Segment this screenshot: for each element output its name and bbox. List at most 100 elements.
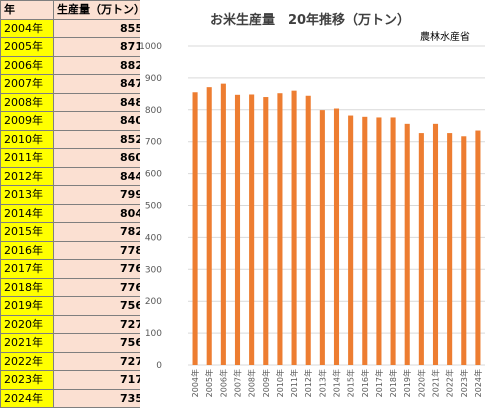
production-cell[interactable]: 727 <box>53 351 150 371</box>
bar <box>249 94 255 365</box>
production-cell[interactable]: 852 <box>53 129 150 149</box>
y-tick-label: 100 <box>145 329 162 339</box>
x-tick-label: 2008年 <box>247 369 257 397</box>
x-tick-label: 2024年 <box>473 369 483 397</box>
year-cell[interactable]: 2016年 <box>0 240 54 260</box>
production-cell[interactable]: 727 <box>53 314 150 334</box>
x-tick-label: 2006年 <box>218 369 228 397</box>
bar <box>447 133 453 365</box>
year-cell[interactable]: 2004年 <box>0 18 54 38</box>
bar <box>333 108 340 366</box>
year-cell[interactable]: 2005年 <box>0 37 54 57</box>
bar <box>291 90 297 365</box>
table-row: 2024年 735 <box>0 388 150 408</box>
year-cell[interactable]: 2013年 <box>0 185 54 205</box>
table-row: 2015年 782 <box>0 222 150 242</box>
year-cell[interactable]: 2012年 <box>0 166 54 186</box>
production-cell[interactable]: 735 <box>53 388 150 408</box>
year-cell[interactable]: 2023年 <box>0 370 54 390</box>
year-cell[interactable]: 2007年 <box>0 74 54 94</box>
production-cell[interactable]: 804 <box>53 203 150 223</box>
x-tick-label: 2018年 <box>388 369 398 397</box>
bar <box>432 123 439 365</box>
production-cell[interactable]: 871 <box>53 37 150 57</box>
table-row: 2012年 844 <box>0 166 150 186</box>
bar <box>319 110 325 365</box>
y-tick-label: 0 <box>156 361 162 371</box>
y-tick-label: 300 <box>145 265 162 275</box>
x-tick-label: 2012年 <box>303 369 313 397</box>
x-tick-label: 2023年 <box>459 369 469 397</box>
year-cell[interactable]: 2011年 <box>0 148 54 168</box>
x-tick-label: 2017年 <box>374 369 384 397</box>
production-cell[interactable]: 776 <box>53 259 150 279</box>
bar <box>263 97 269 365</box>
header-year[interactable]: 年 <box>0 0 54 20</box>
year-cell[interactable]: 2020年 <box>0 314 54 334</box>
header-production[interactable]: 生産量（万トン） <box>53 0 150 20</box>
bar-chart: お米生産量 20年推移（万トン） 農林水産省 0 100 200 300 400 500 6… <box>139 0 500 408</box>
x-tick-label: 2009年 <box>261 369 271 397</box>
production-cell[interactable]: 844 <box>53 166 150 186</box>
bar <box>348 115 354 366</box>
x-tick-label: 2011年 <box>289 369 299 397</box>
production-cell[interactable]: 778 <box>53 240 150 260</box>
table-row: 2019年 756 <box>0 296 150 316</box>
production-cell[interactable]: 756 <box>53 333 150 353</box>
data-table: 年生産量（万トン） 2004年 855 2005年 871 2006年 882 2007年 84… <box>0 0 150 408</box>
bar <box>192 92 198 365</box>
y-tick-label: 700 <box>145 138 162 148</box>
table-row: 2020年 727 <box>0 314 150 334</box>
year-cell[interactable]: 2021年 <box>0 333 54 353</box>
production-cell[interactable]: 855 <box>53 18 150 38</box>
x-tick-label: 2013年 <box>317 369 327 397</box>
bar <box>220 83 226 365</box>
year-cell[interactable]: 2009年 <box>0 111 54 131</box>
bar <box>475 130 481 365</box>
y-tick-label: 500 <box>145 202 162 212</box>
x-tick-label: 2010年 <box>275 369 285 397</box>
bar <box>362 116 368 366</box>
production-cell[interactable]: 860 <box>53 148 150 168</box>
table-row: 2018年 776 <box>0 277 150 297</box>
table-row: 2017年 776 <box>0 259 150 279</box>
year-cell[interactable]: 2010年 <box>0 129 54 149</box>
production-cell[interactable]: 756 <box>53 296 150 316</box>
year-cell[interactable]: 2017年 <box>0 259 54 279</box>
x-tick-label: 2005年 <box>204 369 214 397</box>
x-tick-label: 2019年 <box>402 369 412 397</box>
production-cell[interactable]: 776 <box>53 277 150 297</box>
production-cell[interactable]: 848 <box>53 92 150 112</box>
production-cell[interactable]: 717 <box>53 370 150 390</box>
year-cell[interactable]: 2008年 <box>0 92 54 112</box>
y-tick-label: 1000 <box>140 42 162 52</box>
bar <box>376 117 382 366</box>
table-row: 2013年 799 <box>0 185 150 205</box>
table-row: 2005年 871 <box>0 37 150 57</box>
table-row: 2023年 717 <box>0 370 150 390</box>
production-cell[interactable]: 847 <box>53 74 150 94</box>
x-tick-label: 2022年 <box>445 369 455 397</box>
x-tick-label: 2020年 <box>416 369 426 397</box>
table-row: 2016年 778 <box>0 240 150 260</box>
table-row: 2008年 848 <box>0 92 150 112</box>
production-cell[interactable]: 840 <box>53 111 150 131</box>
table-row: 2011年 860 <box>0 148 150 168</box>
bar <box>390 117 396 366</box>
production-cell[interactable]: 882 <box>53 55 150 75</box>
year-cell[interactable]: 2019年 <box>0 296 54 316</box>
production-cell[interactable]: 799 <box>53 185 150 205</box>
year-cell[interactable]: 2006年 <box>0 55 54 75</box>
bar <box>418 133 424 365</box>
bar <box>305 95 311 365</box>
year-cell[interactable]: 2024年 <box>0 388 54 408</box>
table-row: 2021年 756 <box>0 333 150 353</box>
production-cell[interactable]: 782 <box>53 222 150 242</box>
bar <box>277 93 283 365</box>
table-row: 2010年 852 <box>0 129 150 149</box>
year-cell[interactable]: 2022年 <box>0 351 54 371</box>
year-cell[interactable]: 2018年 <box>0 277 54 297</box>
year-cell[interactable]: 2015年 <box>0 222 54 242</box>
year-cell[interactable]: 2014年 <box>0 203 54 223</box>
x-tick-label: 2016年 <box>360 369 370 397</box>
